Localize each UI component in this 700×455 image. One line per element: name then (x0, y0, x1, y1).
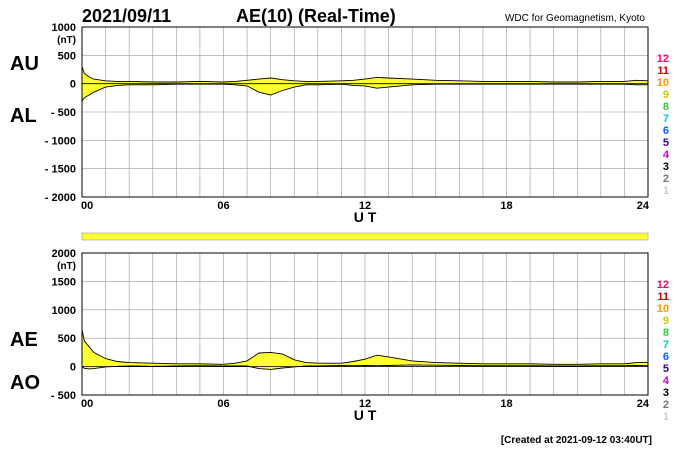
y-tick-label: 2000 (52, 248, 76, 260)
x-tick-label: 24 (637, 398, 650, 410)
y-tick-label: - 2000 (45, 192, 76, 204)
x-tick-label: 12 (359, 398, 371, 410)
station-label-12: 12 (657, 279, 669, 291)
y-tick-label: 500 (58, 333, 76, 345)
unit-label: (nT) (57, 35, 76, 46)
x-tick-label: 00 (81, 200, 93, 212)
x-axis-label: U T (354, 209, 377, 225)
index-title: AE(10) (Real-Time) (236, 6, 396, 26)
station-label-8: 8 (663, 101, 669, 113)
station-label-11: 11 (657, 291, 669, 303)
y-tick-label: 1500 (52, 276, 76, 288)
station-label-2: 2 (663, 399, 669, 411)
station-label-11: 11 (657, 65, 669, 77)
station-label-7: 7 (663, 339, 669, 351)
y-tick-label: 1000 (52, 22, 76, 34)
plot-frame (81, 26, 649, 198)
created-timestamp: [Created at 2021-09-12 03:40UT] (501, 435, 652, 446)
y-tick-label: 500 (58, 50, 76, 62)
side-label-al: AL (10, 105, 37, 127)
station-label-5: 5 (663, 363, 669, 375)
date-title: 2021/09/11 (82, 6, 171, 26)
x-tick-label: 18 (500, 200, 512, 212)
y-tick-label: - 500 (51, 390, 76, 402)
unit-label: (nT) (57, 261, 76, 272)
y-tick-label: - 1500 (45, 164, 76, 176)
side-label-ao: AO (10, 372, 40, 394)
station-label-6: 6 (663, 125, 669, 137)
series-line-ao (81, 364, 649, 370)
station-label-5: 5 (663, 137, 669, 149)
station-label-7: 7 (663, 113, 669, 125)
y-tick-label: 0 (70, 79, 76, 91)
plot-frame (81, 252, 649, 396)
station-label-4: 4 (663, 375, 670, 387)
x-axis-label: U T (354, 407, 377, 423)
data-coverage-bar (81, 232, 649, 241)
station-label-2: 2 (663, 173, 669, 185)
series-line-au (81, 66, 649, 83)
x-tick-label: 18 (500, 398, 512, 410)
x-tick-label: 12 (359, 200, 371, 212)
station-label-12: 12 (657, 53, 669, 65)
y-tick-label: - 500 (51, 107, 76, 119)
station-label-10: 10 (657, 77, 669, 89)
source-label: WDC for Geomagnetism, Kyoto (505, 13, 645, 24)
y-tick-label: 1000 (52, 305, 76, 317)
station-label-9: 9 (663, 89, 669, 101)
station-label-1: 1 (663, 185, 669, 197)
y-tick-label: - 1000 (45, 135, 76, 147)
station-label-6: 6 (663, 351, 669, 363)
x-tick-label: 06 (217, 200, 229, 212)
x-tick-label: 06 (217, 398, 229, 410)
series-line-ae (81, 329, 648, 365)
station-label-3: 3 (663, 161, 669, 173)
station-label-9: 9 (663, 315, 669, 327)
side-label-au: AU (10, 53, 39, 75)
series-line-al (81, 83, 648, 101)
station-label-10: 10 (657, 303, 669, 315)
side-label-ae: AE (10, 329, 38, 351)
station-label-1: 1 (663, 411, 669, 423)
y-tick-label: 0 (70, 362, 76, 374)
station-label-3: 3 (663, 387, 669, 399)
panel-au-al: 1000 500 0 - 500 - 1000 - 1500 - 2000 (nT) 00 06 1… (10, 22, 670, 225)
station-label-4: 4 (663, 149, 670, 161)
x-tick-label: 00 (81, 398, 93, 410)
station-label-8: 8 (663, 327, 669, 339)
x-tick-label: 24 (637, 200, 650, 212)
